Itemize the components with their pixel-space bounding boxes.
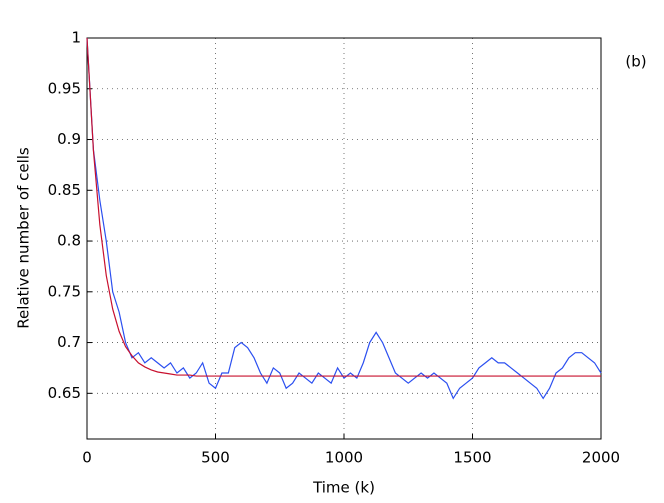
x-tick-label: 1500 xyxy=(453,449,491,467)
y-tick-label: 0.8 xyxy=(57,232,81,250)
y-tick-label: 0.75 xyxy=(48,282,81,300)
y-tick-label: 0.9 xyxy=(57,130,81,148)
y-tick-label: 0.95 xyxy=(48,79,81,97)
x-tick-label: 0 xyxy=(82,449,92,467)
plot-frame xyxy=(86,37,602,440)
data-line xyxy=(86,37,602,400)
x-tick-label: 2000 xyxy=(582,449,620,467)
x-axis-label: Time (k) xyxy=(312,479,375,497)
y-tick-label: 0.85 xyxy=(48,181,81,199)
data-line xyxy=(86,37,601,377)
y-axis-label: Relative number of cells xyxy=(15,147,33,329)
x-tick-label: 500 xyxy=(201,449,230,467)
y-tick-label: 0.7 xyxy=(57,333,81,351)
x-tick-label: 1000 xyxy=(325,449,363,467)
y-tick-label: 1 xyxy=(71,29,81,47)
y-tick-label: 0.65 xyxy=(48,384,81,402)
annotation: (b) xyxy=(625,53,646,71)
